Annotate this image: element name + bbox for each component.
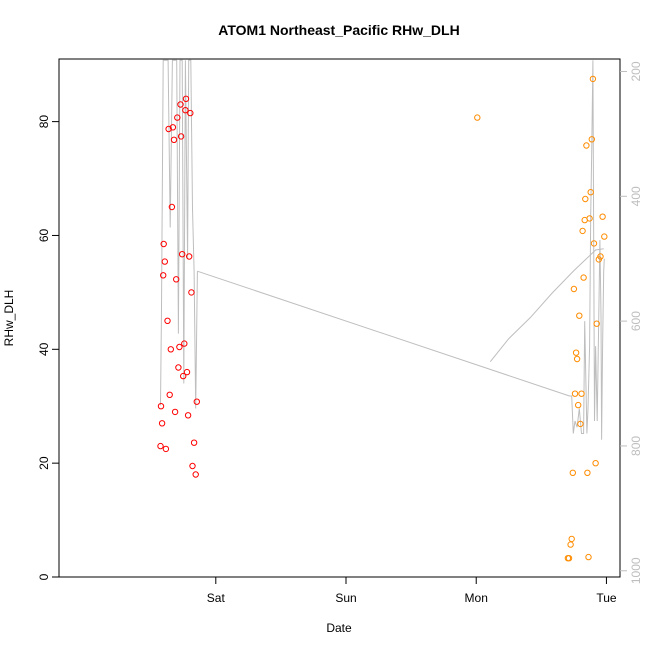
data-point-series-1 xyxy=(193,398,201,405)
data-point-series-1 xyxy=(166,391,173,398)
y2-tick-label: 400 xyxy=(629,186,643,206)
plot-frame xyxy=(58,58,621,578)
data-point-series-1 xyxy=(171,408,179,416)
data-points-layer xyxy=(157,75,608,562)
x-tick-label: Mon xyxy=(465,591,488,605)
data-point-series-1 xyxy=(175,364,182,371)
y-tick-label: 0 xyxy=(37,573,51,580)
data-point-series-1 xyxy=(162,445,170,453)
data-point-series-1 xyxy=(183,368,191,376)
data-point-series-1 xyxy=(158,420,166,427)
y-tick-label: 40 xyxy=(37,342,51,356)
data-point-series-1 xyxy=(160,240,167,248)
data-point-series-2 xyxy=(586,215,593,222)
y2-tick-label: 1000 xyxy=(629,557,643,584)
data-point-series-1 xyxy=(157,442,164,450)
data-point-series-2 xyxy=(572,349,580,356)
data-point-series-2 xyxy=(575,401,582,409)
data-point-series-2 xyxy=(569,469,576,476)
y2-tick-label: 200 xyxy=(629,61,643,81)
data-point-series-1 xyxy=(170,136,178,144)
data-point-series-2 xyxy=(579,227,586,235)
data-point-series-2 xyxy=(474,114,481,121)
y2-tick-label: 800 xyxy=(629,436,643,456)
chart-title: ATOM1 Northeast_Pacific RHw_DLH xyxy=(218,22,459,38)
data-point-series-2 xyxy=(590,240,598,247)
data-point-series-2 xyxy=(580,274,587,281)
y2-tick-label: 600 xyxy=(629,311,643,331)
data-point-series-2 xyxy=(593,320,600,327)
data-point-series-1 xyxy=(174,114,181,121)
data-point-series-2 xyxy=(583,142,590,149)
data-point-series-1 xyxy=(186,253,193,260)
data-point-series-1 xyxy=(189,462,196,470)
y-tick-label: 80 xyxy=(37,115,51,129)
data-point-series-2 xyxy=(578,390,585,397)
data-point-series-1 xyxy=(157,403,165,410)
y-tick-label: 20 xyxy=(37,456,51,470)
data-point-series-2 xyxy=(585,553,592,561)
data-point-series-2 xyxy=(588,136,595,143)
data-point-series-1 xyxy=(182,107,189,114)
x-tick-label: Tue xyxy=(596,591,617,605)
x-axis-label: Date xyxy=(326,621,352,635)
x-tick-label: Sun xyxy=(335,591,356,605)
data-point-series-1 xyxy=(184,412,192,419)
data-point-series-2 xyxy=(584,469,591,476)
data-point-series-2 xyxy=(571,390,579,397)
data-point-series-1 xyxy=(182,95,190,103)
data-point-series-2 xyxy=(582,195,589,203)
y-axis-label: RHw_DLH xyxy=(2,290,16,347)
data-point-series-2 xyxy=(576,312,583,319)
data-point-series-1 xyxy=(169,124,177,131)
data-point-series-1 xyxy=(168,203,176,211)
data-point-series-1 xyxy=(187,109,194,117)
data-point-series-2 xyxy=(601,233,608,240)
data-point-series-2 xyxy=(577,420,584,428)
data-point-series-1 xyxy=(161,258,169,265)
data-point-series-1 xyxy=(167,346,175,353)
data-point-series-1 xyxy=(192,471,199,478)
data-point-series-2 xyxy=(568,535,575,543)
data-point-series-1 xyxy=(177,133,185,140)
data-point-series-2 xyxy=(599,213,606,220)
data-point-series-2 xyxy=(570,285,578,293)
data-point-series-1 xyxy=(164,317,171,324)
data-point-series-2 xyxy=(589,75,597,83)
data-point-series-1 xyxy=(177,101,184,108)
data-point-series-1 xyxy=(190,439,198,446)
data-point-series-1 xyxy=(160,272,167,279)
data-point-series-2 xyxy=(597,253,604,260)
pressure-line-flight-1 xyxy=(160,59,198,409)
data-point-series-1 xyxy=(179,251,186,258)
pressure-line-transit xyxy=(197,270,570,397)
data-point-series-1 xyxy=(188,289,195,296)
data-point-series-1 xyxy=(173,276,180,283)
data-point-series-1 xyxy=(176,343,183,351)
data-point-series-1 xyxy=(181,340,188,347)
y-tick-label: 60 xyxy=(37,228,51,242)
data-point-series-2 xyxy=(565,555,573,562)
x-tick-label: Sat xyxy=(207,591,226,605)
data-point-series-2 xyxy=(573,355,581,363)
pressure-line-transit-rise xyxy=(489,248,604,363)
data-point-series-2 xyxy=(587,189,594,196)
data-point-series-1 xyxy=(180,372,187,380)
data-point-series-2 xyxy=(592,460,599,467)
axes-layer: 0 20 40 60 80 Sat Sun Mon Tue 200 400 600 800 1000 xyxy=(37,58,643,605)
